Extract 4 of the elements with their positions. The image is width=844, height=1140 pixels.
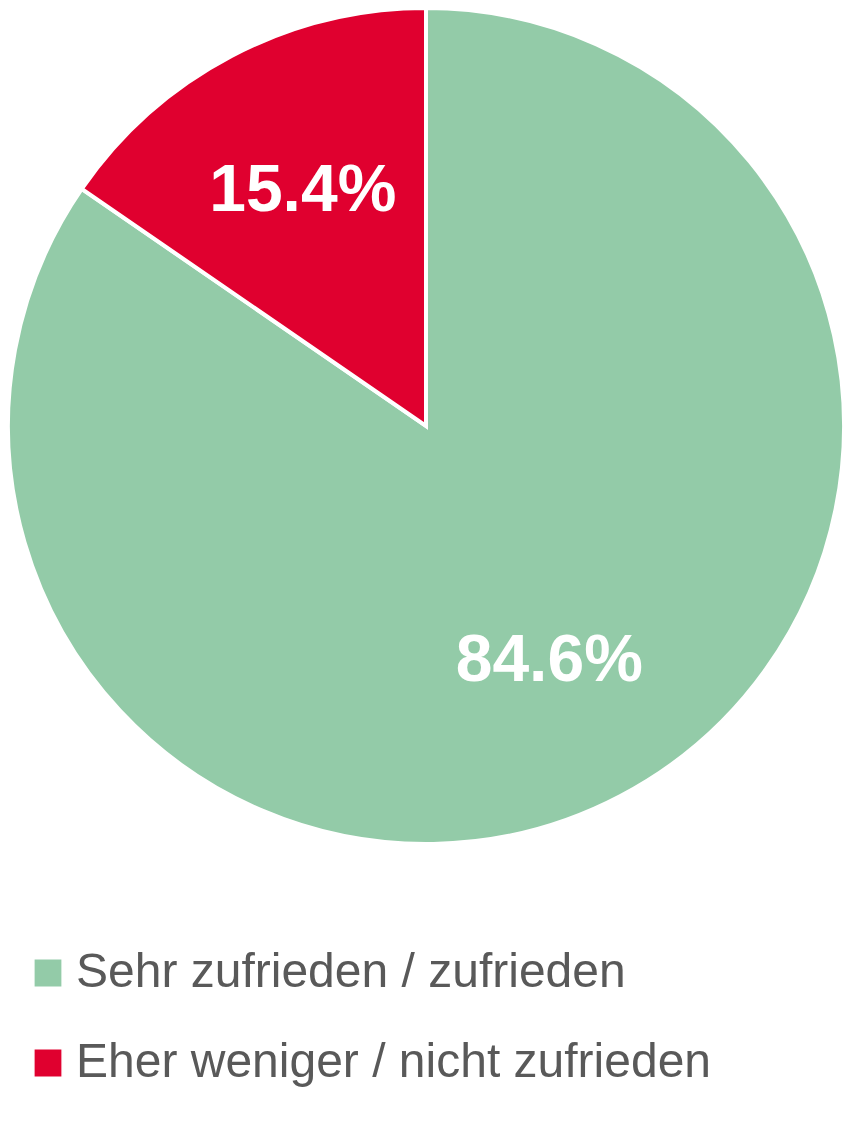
- data-label: 84.6%: [455, 620, 643, 695]
- data-label: 15.4%: [209, 151, 397, 226]
- legend-label: Sehr zufrieden / zufrieden: [76, 944, 626, 997]
- legend-label: Eher weniger / nicht zufrieden: [76, 1034, 712, 1087]
